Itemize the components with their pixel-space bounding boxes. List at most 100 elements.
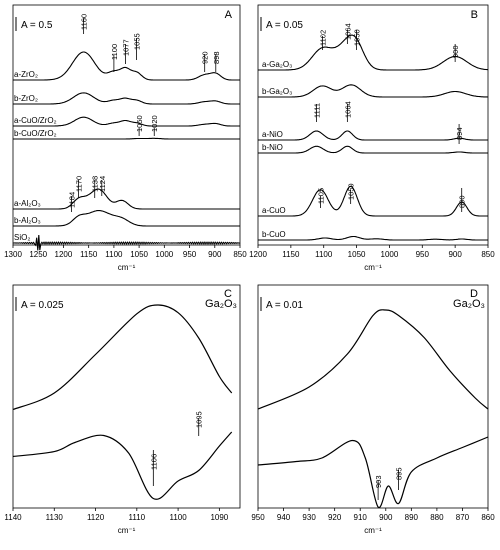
peak-label: 894 — [455, 127, 464, 140]
peak-label: 895 — [395, 467, 404, 480]
x-tick-label: 1300 — [4, 250, 22, 259]
plot-frame — [12, 4, 241, 246]
x-tick-label: 1100 — [105, 250, 123, 259]
series-line — [13, 188, 240, 210]
series-line — [13, 92, 240, 105]
series-label: a-CuO — [262, 206, 286, 215]
x-tick-label: 1090 — [210, 513, 228, 522]
x-tick-label: 1000 — [381, 250, 399, 259]
peak-label: 903 — [374, 475, 383, 488]
peak-label: 1050 — [135, 115, 144, 132]
peak-label: 1124 — [98, 176, 107, 192]
x-tick-label: 950 — [416, 250, 430, 259]
x-tick-label: 870 — [456, 513, 470, 522]
plot-frame — [257, 4, 489, 246]
peak-label: 898 — [212, 51, 221, 64]
peak-label: 1050 — [353, 29, 362, 46]
series-label: a-Ga₂O₃ — [262, 60, 292, 69]
series-label: b-Ga₂O₃ — [262, 87, 292, 96]
panel-a: 1300 1250 1200 1150 1100 1050 1000 950 900 850 cm⁻… — [4, 4, 247, 272]
series-line — [257, 436, 489, 509]
x-tick-label: 1050 — [348, 250, 366, 259]
x-tick-label: 900 — [208, 250, 222, 259]
peak-label: 1106 — [149, 454, 158, 470]
x-tick-label: 1250 — [29, 250, 47, 259]
peak-label: 1102 — [318, 30, 327, 46]
series-line — [258, 130, 488, 141]
x-tick-label: 1110 — [129, 513, 146, 522]
x-tick-label: 1150 — [80, 250, 98, 259]
peak-label: 1059 — [347, 183, 356, 200]
series-line — [13, 234, 241, 251]
panel-c: 1140 1130 1120 1110 1100 1090 cm⁻¹ A = 0.025 CGa… — [4, 284, 241, 535]
x-tick-label: 1000 — [155, 250, 173, 259]
peak-label: 1055 — [133, 33, 142, 50]
x-tick-label: 850 — [481, 250, 495, 259]
series-label: a-CuO/ZrO₂ — [14, 116, 57, 125]
series-label: b-CuO/ZrO₂ — [14, 129, 57, 138]
x-tick-label: 910 — [354, 513, 368, 522]
panel-b: 1200 1150 1100 1050 1000 950 900 850 cm⁻¹ A = 0.0… — [249, 4, 495, 272]
series-label: a-Al₂O₃ — [14, 199, 41, 208]
scale-label: A = 0.5 — [21, 20, 53, 31]
scale-label: A = 0.025 — [21, 300, 64, 311]
x-tick-label: 900 — [448, 250, 462, 259]
x-tick-label: 1130 — [46, 513, 64, 522]
x-tick-label: 1100 — [315, 250, 333, 259]
scale-label: A = 0.05 — [266, 20, 303, 31]
compound-label: Ga₂O₃ — [453, 298, 485, 310]
peak-label: 1064 — [343, 101, 352, 118]
x-tick-label: 920 — [328, 513, 342, 522]
series-line — [12, 431, 233, 500]
series-line — [257, 309, 489, 410]
peak-label: 1020 — [150, 115, 159, 132]
series-label: b-ZrO₂ — [14, 94, 38, 103]
x-tick-label: 900 — [379, 513, 393, 522]
x-tick-label: 1200 — [249, 250, 267, 259]
series-line — [258, 84, 489, 98]
peak-label: 1111 — [312, 103, 321, 118]
x-tick-label: 880 — [430, 513, 444, 522]
x-axis-label: cm⁻¹ — [118, 263, 136, 272]
panel-letter: D — [470, 288, 478, 300]
scale-label: A = 0.01 — [266, 300, 303, 311]
series-line — [258, 145, 488, 154]
x-tick-label: 950 — [183, 250, 197, 259]
plot-frame — [257, 284, 489, 509]
series-label: b-Al₂O₃ — [14, 216, 41, 225]
series-label: a-ZrO₂ — [14, 70, 38, 79]
series-line — [258, 34, 489, 71]
series-line — [13, 137, 240, 140]
x-tick-label: 1150 — [282, 250, 300, 259]
peak-label: 1077 — [121, 39, 130, 56]
x-tick-label: 1200 — [55, 250, 73, 259]
x-tick-label: 940 — [277, 513, 291, 522]
series-line — [13, 116, 240, 127]
x-tick-label: 950 — [251, 513, 265, 522]
series-label: SiO₂ — [14, 233, 30, 242]
panel-letter: C — [224, 288, 232, 300]
peak-label: 890 — [458, 195, 467, 208]
x-axis-label: cm⁻¹ — [364, 263, 382, 272]
peak-label: 920 — [201, 51, 210, 64]
x-axis-label: cm⁻¹ — [364, 526, 382, 535]
panel-d: 950 940 930 920 910 900 890 880 870 860 cm⁻¹ A = 0.… — [251, 284, 495, 535]
series-label: b-CuO — [262, 230, 286, 239]
x-tick-label: 890 — [405, 513, 419, 522]
series-label: a-NiO — [262, 130, 283, 139]
x-tick-label: 850 — [233, 250, 247, 259]
peak-label: 1105 — [316, 188, 325, 204]
peak-label: 900 — [451, 45, 460, 58]
series-line — [258, 235, 488, 241]
series-line — [13, 51, 240, 81]
compound-label: Ga₂O₃ — [205, 298, 237, 310]
peak-label: 1100 — [110, 44, 119, 60]
panel-letter: B — [471, 9, 478, 21]
series-line — [12, 304, 233, 411]
series-line — [13, 209, 240, 227]
series-line — [258, 185, 488, 217]
x-tick-label: 1140 — [4, 513, 22, 522]
peak-label: 1064 — [343, 23, 352, 40]
peak-label: 1095 — [195, 411, 204, 428]
